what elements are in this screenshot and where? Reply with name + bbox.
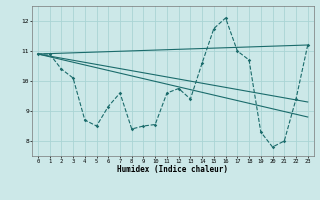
X-axis label: Humidex (Indice chaleur): Humidex (Indice chaleur) [117,165,228,174]
